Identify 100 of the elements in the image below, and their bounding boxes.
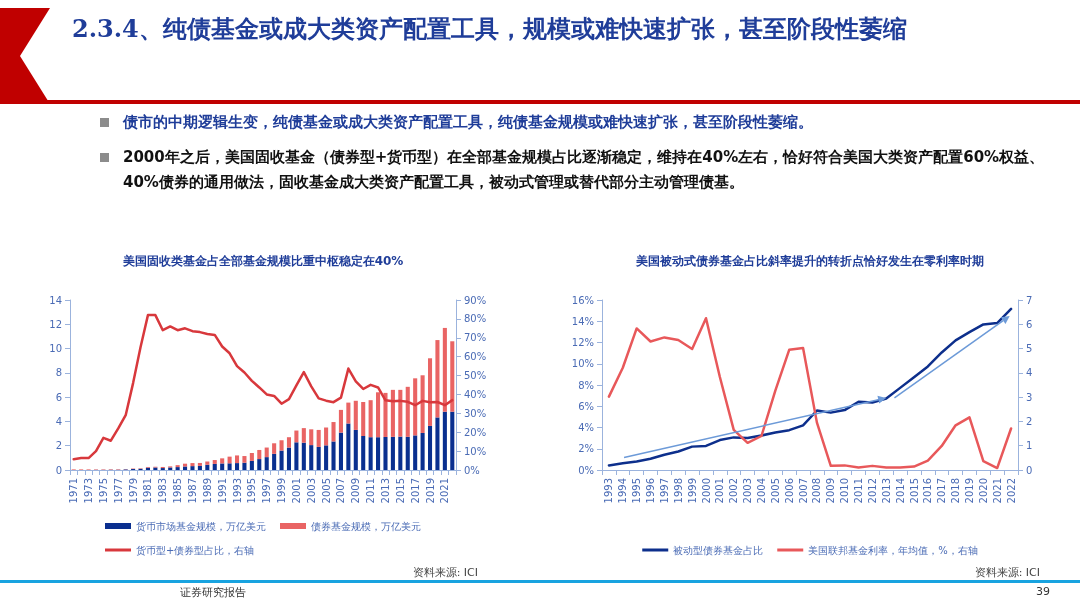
text: 资料来源: ICI bbox=[974, 566, 1040, 579]
x-tick-label: 1977 bbox=[112, 478, 124, 504]
x-tick-label: 2010 bbox=[839, 478, 851, 504]
x-tick-label: 2007 bbox=[797, 478, 809, 504]
text: 证券研究报告 bbox=[180, 585, 246, 600]
x-tick-label: 2011 bbox=[853, 478, 865, 504]
x-tick-label: 1997 bbox=[658, 478, 670, 504]
y-tick-label: 4% bbox=[578, 422, 594, 433]
y-tick-label: 6% bbox=[578, 400, 594, 412]
x-tick-label: 1985 bbox=[172, 478, 184, 504]
y-tick-label: 12% bbox=[571, 337, 594, 348]
y-tick-label: 0 bbox=[55, 464, 62, 476]
y2-tick-label: 60% bbox=[464, 351, 487, 363]
text: 资料来源: ICI bbox=[412, 566, 478, 579]
y-tick-label: 10 bbox=[49, 343, 62, 355]
x-tick-label: 2007 bbox=[335, 478, 347, 504]
y-tick-label: 8% bbox=[578, 379, 594, 391]
y2-tick-label: 1 bbox=[1026, 440, 1033, 452]
x-tick-label: 2008 bbox=[811, 478, 823, 504]
x-tick-label: 1998 bbox=[672, 478, 684, 504]
x-tick-label: 1999 bbox=[686, 478, 698, 504]
legend-label: 货币型+债券型占比，右轴 bbox=[136, 544, 255, 556]
y2-tick-label: 20% bbox=[464, 426, 487, 438]
x-tick-label: 2003 bbox=[305, 478, 317, 504]
text: 债市的中期逻辑生变，纯债基金或成大类资产配置工具，纯债基金规模或难快速扩张，甚至阶段性萎缩。 bbox=[123, 112, 813, 133]
x-tick-label: 1996 bbox=[645, 478, 657, 504]
x-tick-label: 2013 bbox=[880, 478, 892, 504]
x-tick-label: 2002 bbox=[728, 478, 740, 504]
y2-tick-label: 7 bbox=[1026, 294, 1033, 306]
x-tick-label: 2009 bbox=[825, 478, 837, 504]
x-tick-label: 1983 bbox=[157, 478, 169, 504]
x-tick-label: 2011 bbox=[365, 478, 377, 504]
x-tick-label: 2018 bbox=[950, 478, 962, 504]
x-tick-label: 2009 bbox=[350, 478, 362, 504]
y2-tick-label: 80% bbox=[464, 313, 487, 325]
x-tick-label: 2006 bbox=[783, 478, 795, 504]
y2-tick-label: 4 bbox=[1026, 367, 1033, 379]
x-tick-label: 2005 bbox=[769, 478, 781, 504]
x-tick-label: 2012 bbox=[866, 478, 878, 504]
x-tick-label: 2017 bbox=[409, 478, 421, 504]
y2-tick-label: 2 bbox=[1026, 415, 1033, 427]
y-tick-label: 4 bbox=[55, 415, 62, 427]
y2-tick-label: 40% bbox=[464, 388, 487, 400]
x-tick-label: 1975 bbox=[97, 478, 109, 504]
y-tick-label: 8 bbox=[55, 367, 62, 379]
legend-label: 债券基金规模，万亿美元 bbox=[311, 520, 421, 532]
y-tick-label: 10% bbox=[571, 358, 594, 370]
x-tick-label: 2013 bbox=[379, 478, 391, 504]
x-tick-label: 2000 bbox=[700, 478, 712, 504]
y2-tick-label: 70% bbox=[464, 332, 487, 344]
x-tick-label: 1979 bbox=[127, 478, 139, 504]
x-tick-label: 1993 bbox=[231, 478, 243, 504]
x-tick-label: 2020 bbox=[977, 478, 989, 504]
x-tick-label: 2021 bbox=[439, 478, 451, 504]
x-tick-label: 2015 bbox=[908, 478, 920, 504]
x-tick-label: 1987 bbox=[186, 478, 198, 504]
text: 2000年之后，美国固收基金（债券型+货币型）在全部基金规模占比逐渐稳定，维持在40%左右，恰好符合美国大类资产配置60%权益、40%债券的通用做法，固收基金成大类资产配置工具，被动式管理或替代部分主动管理债基。 bbox=[123, 147, 1046, 193]
x-tick-label: 1999 bbox=[276, 478, 288, 504]
y-tick-label: 12 bbox=[49, 318, 62, 330]
chart-title: 美国固收类基金占全部基金规模比重中枢稳定在40% bbox=[121, 254, 404, 268]
y-tick-label: 14 bbox=[49, 294, 62, 306]
y2-tick-label: 90% bbox=[464, 294, 487, 306]
x-tick-label: 1991 bbox=[216, 478, 228, 504]
x-tick-label: 1993 bbox=[603, 478, 615, 504]
y2-tick-label: 50% bbox=[464, 370, 487, 382]
x-tick-label: 2019 bbox=[963, 478, 975, 504]
y2-tick-label: 5 bbox=[1026, 343, 1033, 355]
x-tick-label: 1994 bbox=[617, 478, 629, 504]
x-tick-label: 2014 bbox=[894, 478, 906, 504]
x-tick-label: 1971 bbox=[68, 478, 80, 504]
y2-tick-label: 10% bbox=[464, 445, 487, 457]
y2-tick-label: 6 bbox=[1026, 318, 1033, 330]
x-tick-label: 2001 bbox=[290, 478, 302, 504]
x-tick-label: 1973 bbox=[83, 478, 95, 504]
x-tick-label: 2019 bbox=[424, 478, 436, 504]
x-tick-label: 1981 bbox=[142, 478, 154, 504]
y-tick-label: 2% bbox=[578, 443, 594, 455]
y-tick-label: 14% bbox=[571, 315, 594, 327]
x-tick-label: 2017 bbox=[936, 478, 948, 504]
y2-tick-label: 3 bbox=[1026, 391, 1033, 403]
y-tick-label: 16% bbox=[571, 294, 594, 306]
x-tick-label: 2003 bbox=[742, 478, 754, 504]
legend-label: 美国联邦基金利率，年均值，%，右轴 bbox=[808, 544, 978, 556]
y2-tick-label: 0 bbox=[1026, 464, 1033, 476]
text: 2.3.4、纯债基金或成大类资产配置工具，规模或难快速扩张，甚至阶段性萎缩 bbox=[72, 13, 908, 45]
y2-tick-label: 30% bbox=[464, 407, 487, 419]
text: 39 bbox=[1036, 585, 1050, 598]
y-tick-label: 6 bbox=[55, 391, 62, 403]
x-tick-label: 2001 bbox=[714, 478, 726, 504]
x-tick-label: 2004 bbox=[755, 478, 767, 504]
x-tick-label: 1997 bbox=[261, 478, 273, 504]
x-tick-label: 1995 bbox=[246, 478, 258, 504]
x-tick-label: 2015 bbox=[394, 478, 406, 504]
legend-label: 货币市场基金规模，万亿美元 bbox=[136, 520, 266, 532]
x-tick-label: 1995 bbox=[631, 478, 643, 504]
y-tick-label: 0% bbox=[578, 464, 594, 476]
x-tick-label: 2021 bbox=[991, 478, 1003, 504]
chart-title: 美国被动式债券基金占比斜率提升的转折点恰好发生在零利率时期 bbox=[635, 254, 984, 268]
x-tick-label: 1989 bbox=[201, 478, 213, 504]
x-tick-label: 2016 bbox=[922, 478, 934, 504]
